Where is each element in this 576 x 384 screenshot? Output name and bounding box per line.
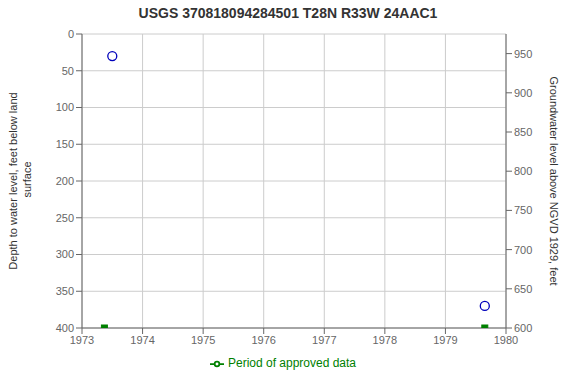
svg-text:400: 400	[56, 322, 74, 334]
svg-text:750: 750	[514, 204, 532, 216]
svg-text:1974: 1974	[130, 334, 154, 346]
svg-text:850: 850	[514, 126, 532, 138]
svg-text:150: 150	[56, 138, 74, 150]
html-text:Period of approved data: Period of approved data	[228, 356, 356, 370]
svg-text:800: 800	[514, 165, 532, 177]
html-text:USGS 370818094284501 T28N R33W: USGS 370818094284501 T28N R33W 24AAC1	[138, 5, 438, 21]
svg-text:Depth to water level, feet bel: Depth to water level, feet below land su…	[8, 92, 33, 269]
svg-text:1980: 1980	[494, 334, 518, 346]
svg-text:350: 350	[56, 285, 74, 297]
svg-text:1977: 1977	[312, 334, 336, 346]
svg-text:600: 600	[514, 322, 532, 334]
svg-text:1976: 1976	[251, 334, 275, 346]
svg-text:300: 300	[56, 248, 74, 260]
svg-text:1975: 1975	[191, 334, 215, 346]
svg-text:200: 200	[56, 175, 74, 187]
svg-text:0: 0	[68, 28, 74, 40]
svg-text:Groundwater level above NGVD 1: Groundwater level above NGVD 1929, feet	[548, 76, 560, 285]
svg-text:1973: 1973	[70, 334, 94, 346]
svg-text:1979: 1979	[433, 334, 457, 346]
svg-text:100: 100	[56, 101, 74, 113]
svg-text:650: 650	[514, 283, 532, 295]
svg-text:250: 250	[56, 212, 74, 224]
svg-text:900: 900	[514, 87, 532, 99]
svg-text:700: 700	[514, 244, 532, 256]
svg-text:50: 50	[62, 65, 74, 77]
svg-text:950: 950	[514, 48, 532, 60]
svg-text:1978: 1978	[373, 334, 397, 346]
